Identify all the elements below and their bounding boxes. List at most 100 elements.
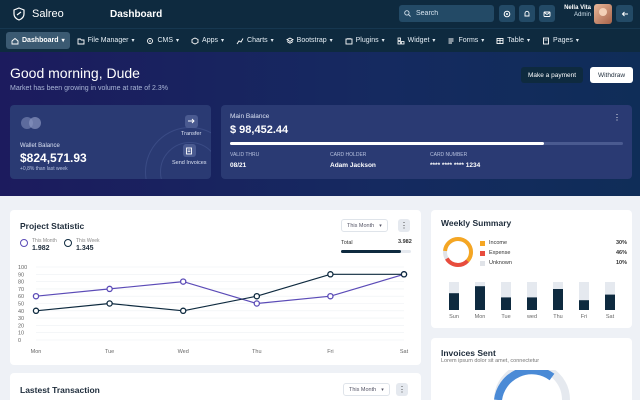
bar[interactable] [501, 297, 511, 310]
send-invoices-action[interactable]: Send Invoices [172, 144, 207, 166]
menu-item-charts[interactable]: Charts ▾ [231, 32, 279, 49]
y-tick-label: 20 [18, 323, 24, 329]
invoices-gauge [494, 370, 570, 400]
data-point[interactable] [327, 271, 334, 278]
data-point[interactable] [106, 300, 113, 307]
chevron-down-icon: ▾ [381, 386, 384, 393]
card-holder: CARD HOLDER Adam Jackson [330, 152, 376, 169]
form-icon [448, 38, 454, 43]
gear-icon [503, 10, 511, 17]
user-role: Admin [573, 12, 591, 18]
menu-item-pages[interactable]: Pages ▾ [537, 32, 584, 49]
x-tick-label: Tue [105, 349, 114, 355]
wallet-change: +0,8% than last week [20, 166, 68, 172]
search-input[interactable] [416, 10, 486, 17]
menu-item-apps[interactable]: Apps ▾ [186, 32, 229, 49]
day-label: Fri [581, 314, 587, 320]
project-filter-value: This Month [347, 222, 375, 229]
total-label: Total [341, 240, 353, 246]
bar[interactable] [449, 293, 459, 310]
more-vertical-icon: ⋮ [400, 221, 408, 230]
balance-progress [230, 142, 623, 145]
transfer-label: Transfer [181, 131, 202, 137]
total-progress-fill [341, 250, 401, 253]
plugin-icon [345, 37, 353, 44]
y-tick-label: 100 [18, 265, 27, 271]
y-tick-label: 30 [18, 316, 24, 322]
data-point[interactable] [253, 300, 261, 307]
more-options-icon[interactable]: ⋮ [613, 113, 621, 122]
invoices-subtitle: Lorem ipsum dolor sit amet, connectetur [441, 358, 540, 364]
bar[interactable] [553, 289, 563, 310]
brand-name: Salreo [32, 8, 64, 20]
user-info[interactable]: Nella Vita Admin [559, 5, 591, 18]
menu-item-forms[interactable]: Forms ▾ [442, 32, 489, 49]
legend-value: 1.982 [32, 245, 50, 252]
data-point[interactable] [32, 292, 40, 300]
data-point[interactable] [253, 292, 261, 300]
brand[interactable]: Salreo [0, 7, 96, 21]
bar[interactable] [475, 286, 485, 310]
menu-item-cms[interactable]: CMS ▾ [141, 32, 184, 49]
mail-icon [543, 11, 551, 17]
withdraw-button[interactable]: Withdraw [590, 67, 633, 83]
menu-item-widget[interactable]: Widget ▾ [392, 32, 441, 49]
notifications-button[interactable] [519, 5, 535, 22]
data-point[interactable] [179, 278, 187, 285]
y-tick-label: 90 [18, 272, 24, 278]
bell-icon [524, 10, 530, 16]
menu-item-label: Charts [247, 37, 268, 44]
bar[interactable] [527, 297, 537, 310]
menu-item-label: Forms [458, 37, 479, 44]
card-brand-icon [21, 117, 41, 129]
x-tick-label: Thu [252, 349, 261, 355]
chevron-down-icon: ▾ [527, 38, 531, 44]
project-filter-select[interactable]: This Month ▾ [341, 219, 388, 232]
main-balance-card: Main Balance $ 98,452.44 ⋮ VALID THRU 08… [221, 105, 632, 179]
menu-item-plugins[interactable]: Plugins ▾ [340, 32, 390, 49]
legend-swatch [480, 260, 485, 266]
back-button[interactable] [616, 5, 633, 22]
bar-track [579, 282, 589, 310]
data-point[interactable] [106, 285, 113, 293]
legend-label: This Week [76, 238, 100, 244]
balance-progress-fill [230, 142, 545, 145]
transaction-filter-select[interactable]: This Month ▾ [343, 383, 390, 396]
project-more-button[interactable]: ⋮ [398, 219, 410, 232]
menu-item-bootstrap[interactable]: Bootstrap ▾ [281, 32, 338, 49]
data-point[interactable] [179, 307, 187, 315]
bar[interactable] [605, 294, 615, 310]
data-point[interactable] [32, 307, 40, 315]
chevron-down-icon: ▾ [329, 38, 333, 44]
summary-value: 46% [615, 250, 627, 256]
summary-label: Unknown [489, 260, 512, 266]
settings-button[interactable] [499, 5, 515, 22]
day-label: Sat [606, 314, 615, 320]
cube-icon [191, 36, 199, 45]
menu-item-file-manager[interactable]: File Manager ▾ [72, 32, 140, 49]
chevron-down-icon: ▾ [176, 38, 180, 44]
wallet-card: Wallet Balance $824,571.93 +0,8% than la… [10, 105, 211, 179]
hero-section: Good morning, Dude Market has been growi… [0, 52, 640, 196]
search-icon [404, 10, 411, 17]
bar[interactable] [579, 300, 589, 310]
transfer-action[interactable]: Transfer [181, 115, 201, 137]
search-box[interactable] [399, 5, 494, 22]
legend-dot [64, 239, 72, 247]
invoices-title: Invoices Sent [441, 348, 496, 358]
transaction-more-button[interactable]: ⋮ [396, 383, 408, 396]
main-menu: Dashboard ▾ File Manager ▾ CMS ▾ Apps ▾ Charts ▾ B… [0, 28, 640, 52]
avatar[interactable] [594, 4, 612, 24]
menu-item-dashboard[interactable]: Dashboard ▾ [6, 32, 70, 49]
make-payment-button[interactable]: Make a payment [521, 67, 583, 83]
menu-item-table[interactable]: Table ▾ [491, 32, 535, 49]
day-label: Tue [501, 314, 510, 320]
summary-row-unknown: Unknown 10% [480, 260, 627, 266]
data-point[interactable] [327, 292, 334, 300]
data-point[interactable] [400, 271, 408, 278]
folder-icon [77, 38, 85, 44]
summary-row-expense: Expense 46% [480, 250, 627, 256]
menu-item-label: Pages [553, 37, 573, 44]
messages-button[interactable] [539, 5, 555, 22]
legend-this-month: This Month 1.982 [20, 238, 57, 252]
